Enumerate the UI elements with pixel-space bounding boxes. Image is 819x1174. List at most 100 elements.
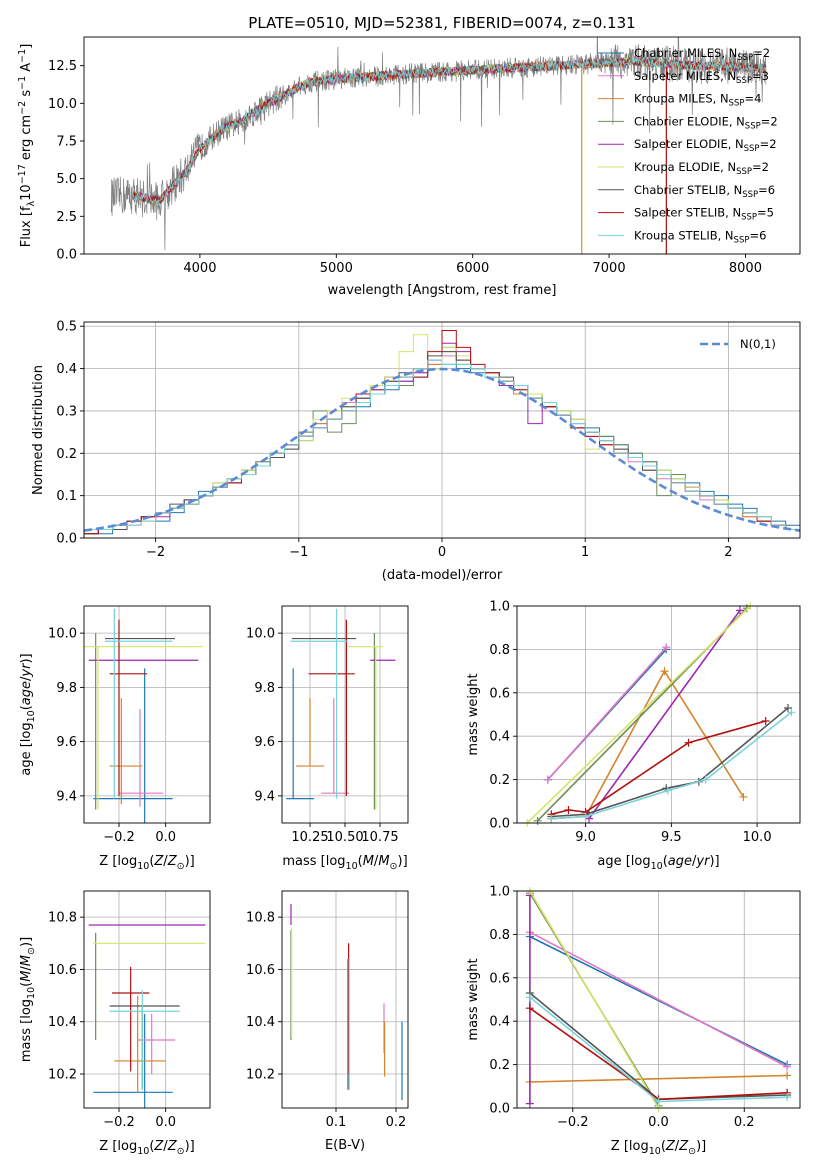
tick-label-y: 9.6 [56,735,77,750]
tick-label-x: 5000 [320,261,353,276]
tick-label-y: 10.0 [48,627,77,642]
series-line [529,890,660,1109]
series-line [588,609,741,820]
tick-label-x: 10.0 [743,830,772,845]
series-marker [684,738,693,747]
tick-label-y: 0.0 [489,1102,510,1117]
series-marker [787,708,796,717]
legend-label: Chabrier ELODIE, NSSP=2 [634,114,778,131]
legend-label: Chabrier STELIB, NSSP=6 [634,183,775,200]
series-marker [662,643,671,652]
z-weight-panel-ylabel: mass weight [466,958,481,1040]
tick-label-y: 0.0 [56,532,77,547]
series-marker [564,805,573,814]
z-mass-panel-ylabel: mass [log10(M/M⊙)] [19,937,37,1062]
tick-label-y: 0.8 [489,643,510,658]
series-marker [581,812,590,821]
spectrum-data [110,37,767,254]
observed-spectrum [110,37,767,251]
tick-label-x: −0.2 [557,1115,589,1130]
model-spectrum [131,56,767,206]
series-line [547,646,667,781]
tick-label-y: 10.0 [246,627,275,642]
series-line [529,935,788,1066]
tick-label-y: 0.3 [56,404,77,419]
series-marker [735,606,744,615]
tick-label-y: 10.0 [48,97,77,112]
tick-label-x: 7000 [593,261,626,276]
tick-label-y: 1.0 [489,885,510,900]
tick-label-y: 10.4 [246,1015,275,1030]
ebv-mass-panel-data [290,904,403,1101]
age-weight-panel-xlabel: age [log10(age/yr)] [597,854,719,872]
tick-label-y: 0.5 [56,320,77,335]
tick-label-y: 10.6 [48,963,77,978]
series-marker [533,816,542,825]
series-marker [739,792,748,801]
normal-curve [84,367,800,532]
series-marker [660,667,669,676]
tick-label-x: 8000 [729,261,762,276]
spectrum-xlabel: wavelength [Angstrom, rest frame] [328,283,557,298]
z-mass-panel-data [88,924,206,1108]
series-line [526,605,751,824]
tick-label-y: 0.6 [489,686,510,701]
series-line [529,931,788,1068]
spectrum-panel: 4000 5000 6000 7000 8000 0.0 2.5 5.0 7.5 10.0 12.5… [17,14,801,298]
tick-label-x: 6000 [456,261,489,276]
residual-xlabel: (data-model)/error [382,568,503,583]
tick-label-y: 9.4 [56,789,77,804]
series-marker [547,814,556,823]
spectrum-ylabel: Flux [fλ10−17 erg cm−2 s−1 A−1] [17,44,37,248]
axes-frame [281,605,409,824]
tick-label-x: −0.2 [103,830,135,845]
axes-frame [516,605,801,824]
series-line [529,1074,788,1083]
tick-label-y: 7.5 [56,134,77,149]
axes-frame [83,890,211,1109]
z-age-panel-xlabel: Z [log10(Z/Z⊙)] [99,854,194,872]
z-weight-panel-xlabel: Z [log10(Z/Z⊙)] [611,1139,706,1157]
residual-histogram [84,359,800,538]
axes-frame [281,890,409,1109]
tick-label-y: 12.5 [48,59,77,74]
tick-label-y: 0.6 [489,971,510,986]
z-mass-panel-xlabel: Z [log10(Z/Z⊙)] [99,1139,194,1157]
tick-label-x: 9.5 [661,830,682,845]
tick-label-y: 0.0 [489,817,510,832]
age-weight-panel-data [523,602,796,827]
axes-frame [83,605,211,824]
mass-age-panel-xlabel: mass [log10(M/M⊙)] [282,854,407,872]
tick-label-y: 10.4 [48,1015,77,1030]
tick-label-y: 9.4 [254,789,275,804]
tick-label-y: 10.8 [246,911,275,926]
tick-label-y: 0.0 [56,248,77,263]
tick-label-x: −2 [146,545,165,560]
tick-label-x: −1 [289,545,308,560]
tick-label-x: 0.1 [326,1115,347,1130]
tick-label-x: 0.2 [386,1115,407,1130]
tick-label-y: 10.2 [48,1068,77,1083]
tick-label-x: 0.0 [648,1115,669,1130]
tick-label-y: 10.8 [48,911,77,926]
tick-label-y: 9.6 [254,735,275,750]
tick-label-y: 10.6 [246,963,275,978]
tick-label-x: 2 [724,545,732,560]
normal-legend-label: N(0,1) [740,337,776,351]
tick-label-x: 0.0 [155,1115,176,1130]
tick-label-x: 9.0 [575,830,596,845]
tick-label-y: 10.2 [246,1068,275,1083]
tick-label-y: 9.8 [254,681,275,696]
residual-ylabel: Normed distribution [31,365,46,495]
tick-label-y: 0.8 [489,928,510,943]
tick-label-y: 1.0 [489,600,510,615]
legend-label: Kroupa STELIB, NSSP=6 [634,228,766,245]
legend-label: Salpeter STELIB, NSSP=5 [634,206,774,223]
tick-label-x: 10.25 [291,830,328,845]
tick-label-x: −0.2 [103,1115,135,1130]
legend-label: Salpeter ELODIE, NSSP=2 [634,137,777,154]
tick-label-y: 0.1 [56,489,77,504]
tick-label-x: 0.2 [734,1115,755,1130]
